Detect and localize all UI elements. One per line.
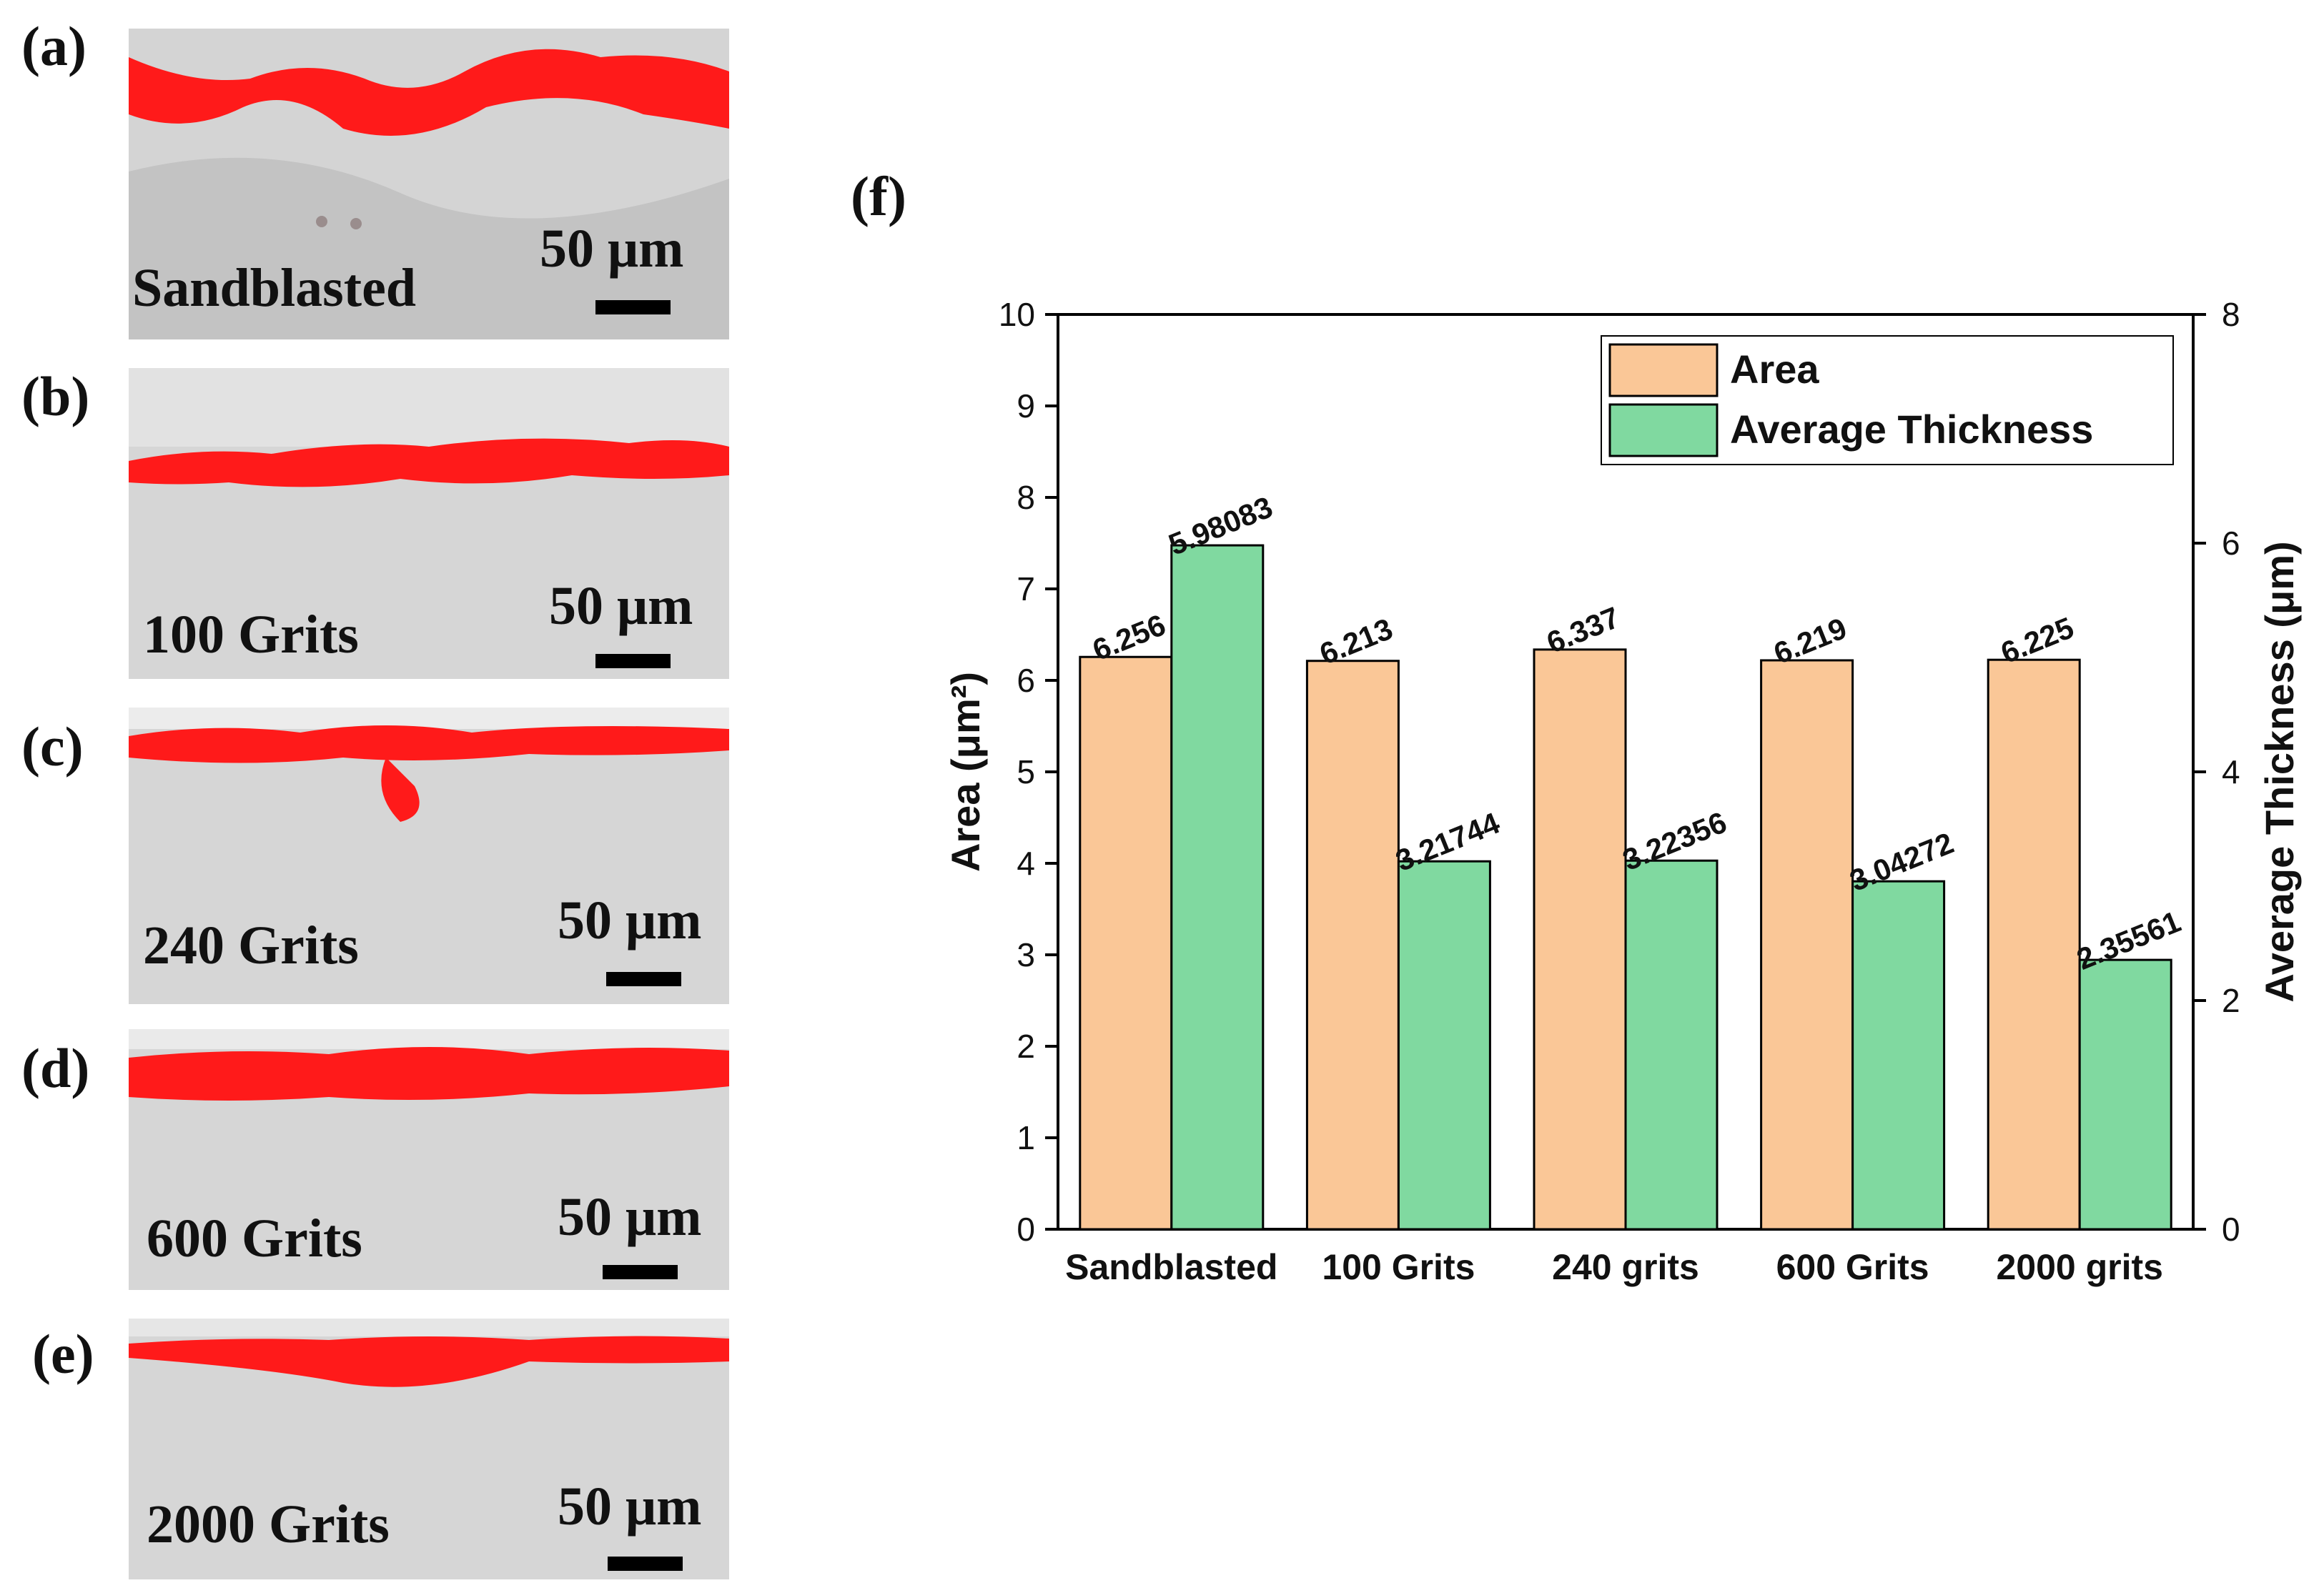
left-tick-label: 1: [1017, 1119, 1035, 1156]
micrograph-image-c: [129, 708, 729, 1004]
right-tick-label: 8: [2222, 296, 2240, 333]
micrograph-image-d: [129, 1029, 729, 1290]
scale-bar-e: [608, 1557, 683, 1571]
plot-area: 012345678910024686.2565.98083Sandblasted…: [943, 296, 2302, 1287]
scale-text-b: 50 μm: [549, 576, 693, 636]
sample-label-e: 2000 Grits: [147, 1494, 390, 1554]
area-bar-1: [1305, 660, 1400, 1231]
x-tick-label-2: 240 grits: [1552, 1247, 1699, 1287]
thickness-bar-0: [1170, 544, 1265, 1231]
right-tick-label: 6: [2222, 525, 2240, 562]
scale-text-a: 50 μm: [540, 219, 684, 279]
sample-label-d: 600 Grits: [147, 1209, 362, 1269]
y-axis-right-title: Average Thickness (μm): [2257, 541, 2302, 1002]
x-tick-label-4: 2000 grits: [1996, 1247, 2162, 1287]
panel-letter-c: (c): [21, 715, 84, 778]
left-tick-label: 6: [1017, 662, 1035, 699]
x-tick-label-3: 600 Grits: [1776, 1247, 1929, 1287]
micrograph-image-a: [129, 29, 729, 339]
sample-label-b: 100 Grits: [143, 605, 359, 665]
legend-swatch-1: [1608, 403, 1719, 457]
panel-letter-e: (e): [32, 1323, 94, 1385]
panel-letter-b: (b): [21, 365, 90, 427]
micrograph-drawing-e: [129, 1319, 729, 1579]
legend-swatch-0: [1608, 343, 1719, 397]
left-tick-label: 10: [999, 296, 1035, 333]
y-axis-left-title: Area (μm²): [943, 672, 988, 872]
scale-bar-d: [603, 1265, 678, 1279]
scale-bar-a: [595, 300, 671, 314]
micrograph-drawing-c: [129, 708, 729, 1004]
x-tick-label-1: 100 Grits: [1322, 1247, 1475, 1287]
thickness-bar-4: [2078, 958, 2172, 1231]
thickness-bar-1: [1397, 860, 1491, 1231]
left-tick-label: 0: [1017, 1211, 1035, 1248]
x-tick-label-0: Sandblasted: [1065, 1247, 1277, 1287]
left-tick-label: 2: [1017, 1028, 1035, 1065]
panel-letter-a: (a): [21, 15, 86, 77]
legend-label-0: Area: [1730, 347, 1819, 392]
left-tick-label: 8: [1017, 479, 1035, 516]
scale-bar-b: [595, 654, 671, 668]
right-tick-label: 2: [2222, 982, 2240, 1019]
micrograph-drawing-d: [129, 1029, 729, 1290]
scale-bar-c: [606, 972, 681, 986]
scale-text-c: 50 μm: [558, 890, 702, 951]
sample-label-c: 240 Grits: [143, 915, 359, 976]
scale-text-d: 50 μm: [558, 1187, 702, 1247]
right-tick-label: 0: [2222, 1211, 2240, 1248]
panel-letter-d: (d): [21, 1037, 90, 1099]
area-bar-3: [1760, 659, 1854, 1231]
left-tick-label: 7: [1017, 570, 1035, 607]
micrograph-image-b: [129, 368, 729, 679]
left-tick-label: 4: [1017, 845, 1035, 882]
area-bar-2: [1533, 648, 1627, 1231]
thickness-bar-3: [1851, 880, 1946, 1231]
sample-label-a: Sandblasted: [132, 258, 417, 318]
legend-label-1: Average Thickness: [1730, 407, 2093, 452]
area-bar-0: [1079, 655, 1173, 1231]
left-tick-label: 5: [1017, 753, 1035, 790]
right-tick-label: 4: [2222, 753, 2240, 790]
micrograph-image-e: [129, 1319, 729, 1579]
panel-letter-f: (f): [851, 165, 906, 227]
micrograph-drawing-a: [129, 29, 729, 339]
area-bar-4: [1987, 658, 2081, 1231]
scale-text-e: 50 μm: [558, 1477, 702, 1537]
micrograph-drawing-b: [129, 368, 729, 679]
left-tick-label: 3: [1017, 936, 1035, 973]
left-tick-label: 9: [1017, 387, 1035, 425]
bar-chart: 012345678910024686.2565.98083Sandblasted…: [943, 296, 2302, 1287]
thickness-bar-2: [1624, 859, 1719, 1231]
